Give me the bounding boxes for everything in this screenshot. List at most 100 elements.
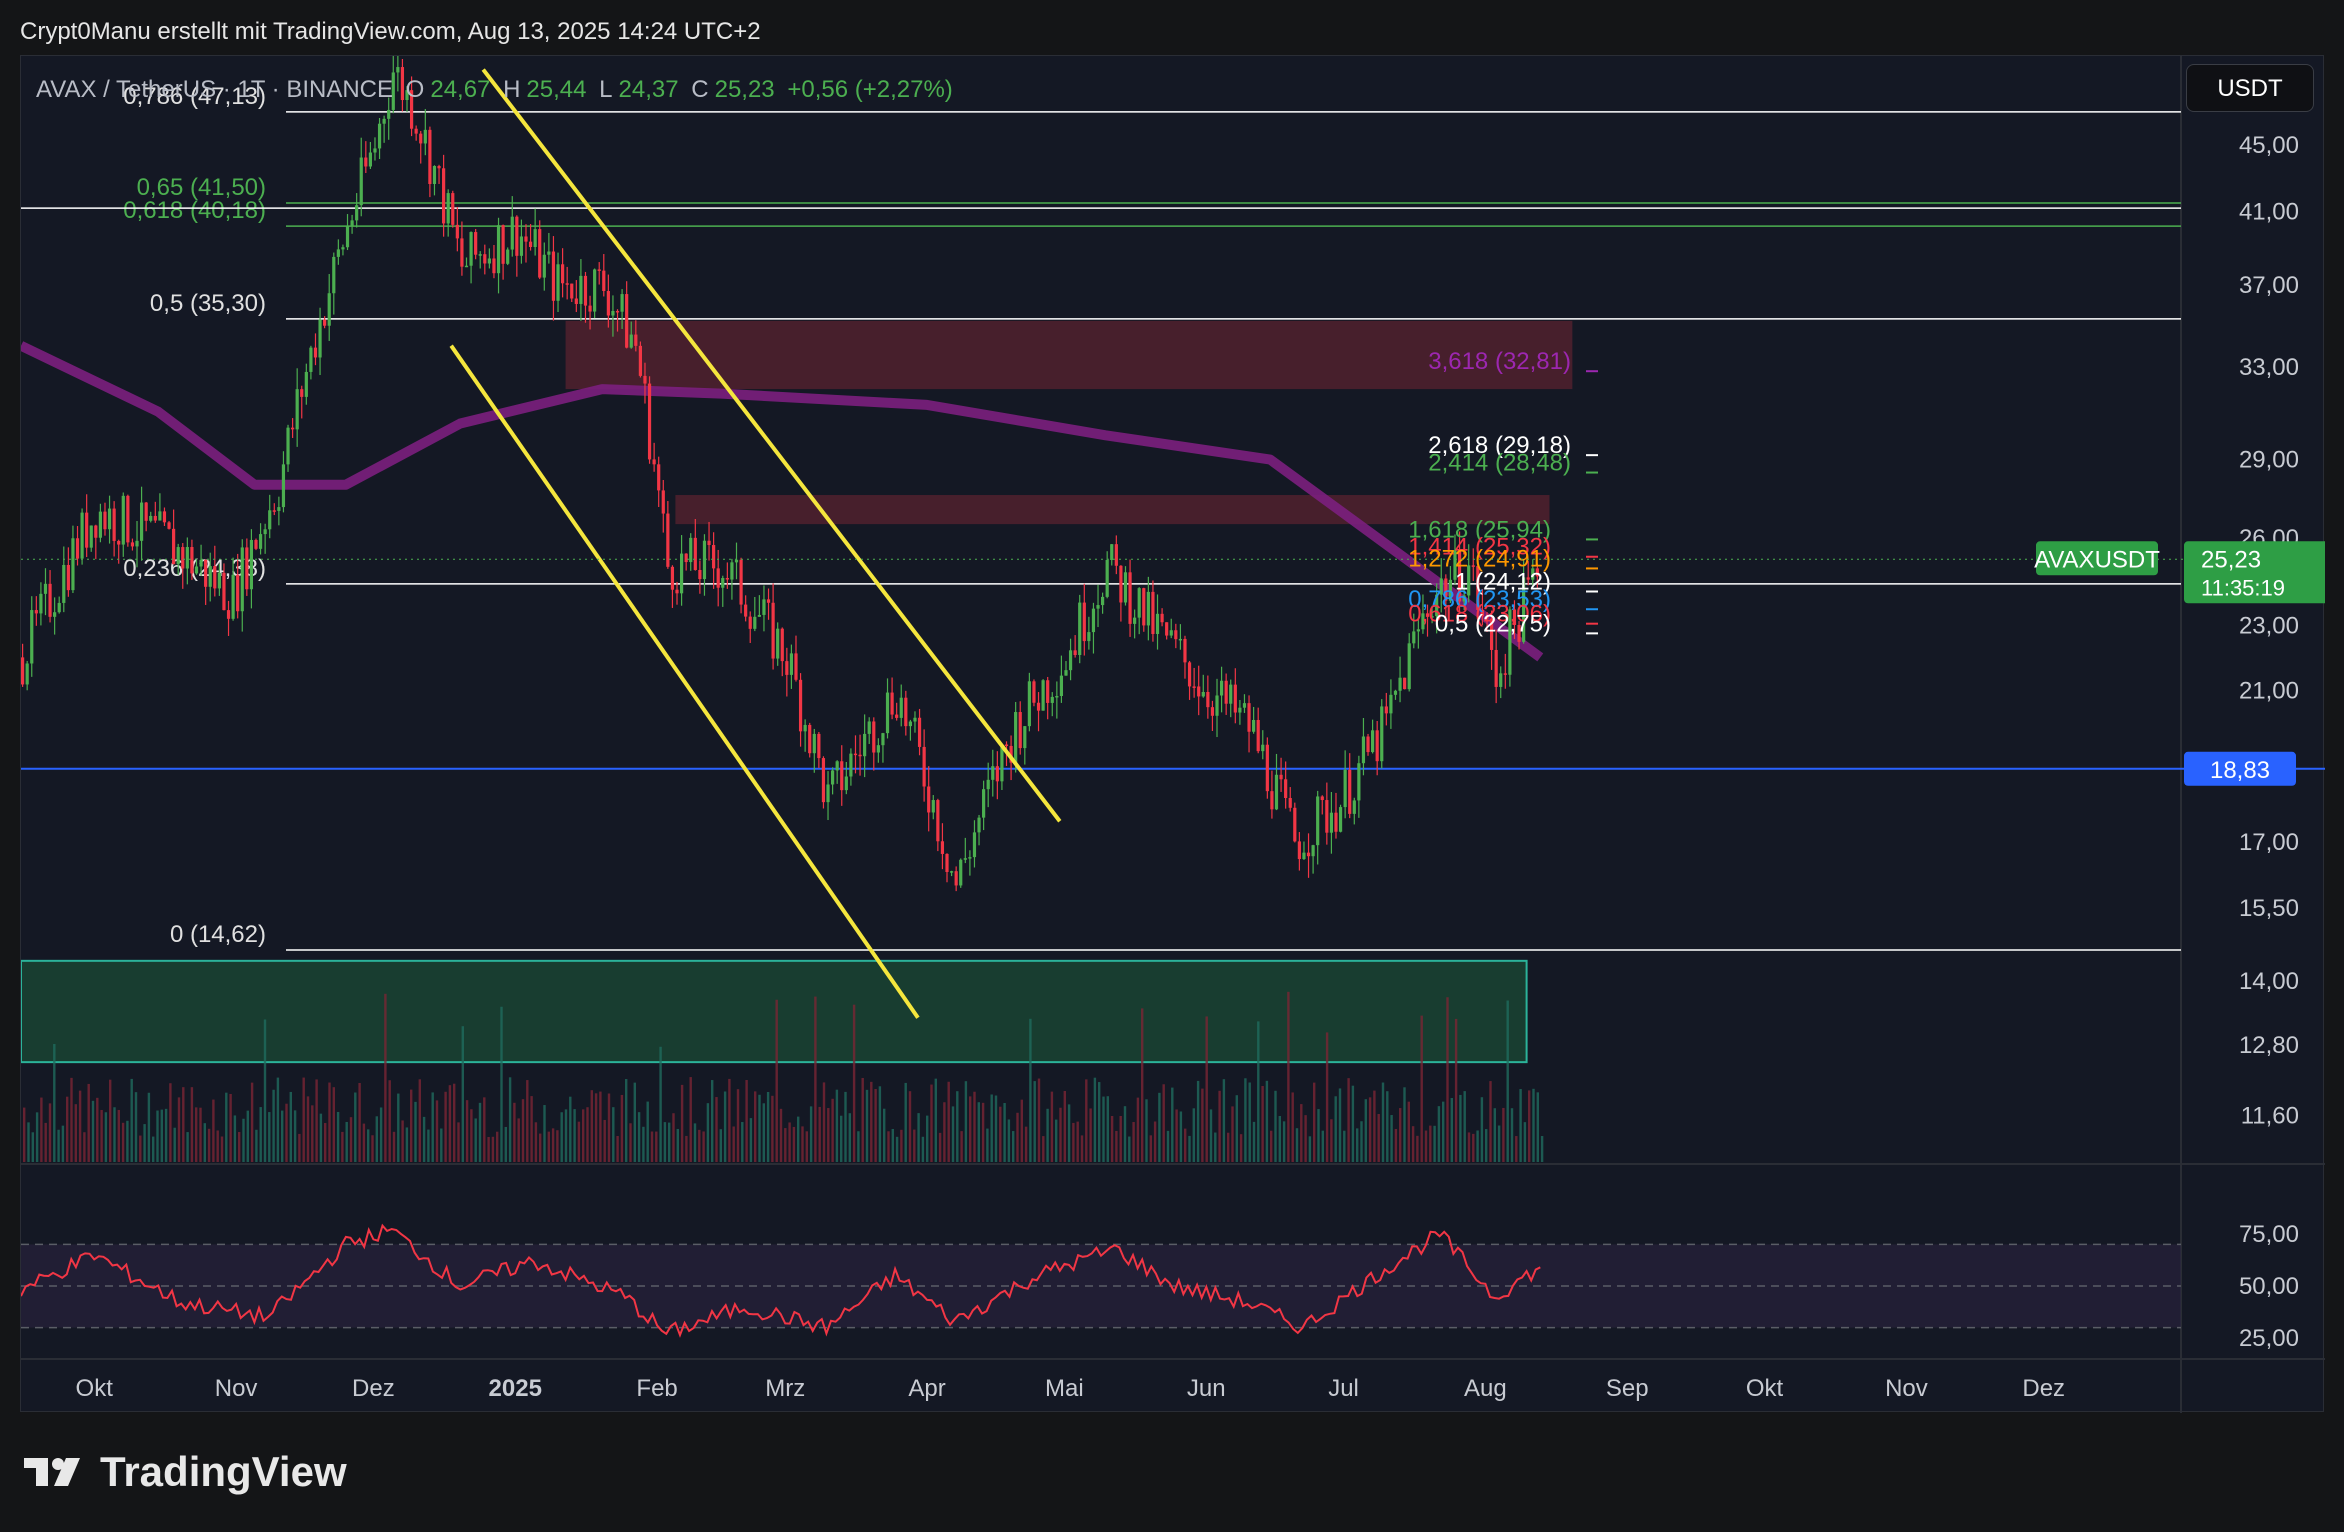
fib-extension-label: 1,414 (25,32) xyxy=(1408,534,1551,561)
candle xyxy=(1174,630,1178,640)
volume-bar xyxy=(478,1102,482,1162)
fib-extension-label: 2,618 (29,18) xyxy=(1428,432,1571,459)
volume-bar xyxy=(448,1085,452,1162)
volume-bar xyxy=(1510,1108,1514,1162)
rsi-tick-label: 50,00 xyxy=(2239,1273,2299,1300)
volume-bar xyxy=(539,1133,542,1162)
candle xyxy=(638,345,642,376)
volume-bar xyxy=(470,1109,473,1162)
candle xyxy=(1325,800,1329,833)
volume-bar xyxy=(457,1122,460,1162)
volume-bar xyxy=(999,1106,1002,1162)
volume-bar xyxy=(358,1082,361,1162)
footer-logo[interactable]: TradingView xyxy=(22,1448,347,1496)
chart-panel[interactable]: 0,786 (47,13) 0,65 (41,50) 0,618 (40,18) 0,… xyxy=(20,55,2325,1413)
price-tick-label: 17,00 xyxy=(2239,829,2299,856)
candle xyxy=(1425,613,1430,617)
volume-bar xyxy=(1055,1119,1058,1162)
volume-bar xyxy=(719,1129,722,1162)
volume-bar xyxy=(96,1097,99,1162)
candle xyxy=(702,540,707,580)
candle xyxy=(547,251,551,255)
candle xyxy=(597,269,601,271)
volume-bar xyxy=(1368,1097,1372,1162)
volume-bar xyxy=(616,1135,619,1162)
volume-bar xyxy=(1162,1084,1165,1162)
volume-bar xyxy=(48,1103,52,1162)
volume-bar xyxy=(40,1097,43,1162)
candle xyxy=(515,216,519,256)
candle xyxy=(1206,692,1210,708)
volume-bar xyxy=(139,1135,142,1162)
candle xyxy=(570,283,574,299)
candle xyxy=(341,247,345,250)
candle xyxy=(817,733,821,759)
candle xyxy=(1032,681,1036,703)
volume-bar xyxy=(1485,1129,1488,1162)
candle xyxy=(85,512,89,548)
candle xyxy=(593,269,597,312)
candle xyxy=(826,784,830,803)
volume-bar xyxy=(143,1124,146,1162)
volume-bar xyxy=(1235,1095,1238,1162)
last-price-tag-bg xyxy=(2184,541,2325,604)
volume-bar xyxy=(1171,1087,1174,1162)
volume-bar xyxy=(1450,1098,1453,1162)
currency-button[interactable]: USDT xyxy=(2186,64,2314,112)
volume-bar xyxy=(1098,1082,1101,1162)
volume-bar xyxy=(1523,1122,1527,1162)
volume-bar xyxy=(1467,1132,1471,1162)
candle xyxy=(345,226,350,248)
volume-bar xyxy=(104,1112,108,1162)
candle xyxy=(991,766,995,780)
chart-svg[interactable]: 0,786 (47,13) 0,65 (41,50)0,618 (40,18) 0,… xyxy=(21,56,2325,1413)
candle xyxy=(1229,684,1233,704)
volume-bar xyxy=(1476,1130,1479,1162)
symbol-name[interactable]: AVAX / TetherUS · 1T · BINANCE xyxy=(36,76,393,103)
volume-bar xyxy=(1067,1104,1071,1162)
candle xyxy=(318,319,322,358)
volume-bar xyxy=(779,1108,783,1162)
volume-bar xyxy=(809,1106,813,1162)
volume-bar xyxy=(1437,1106,1441,1162)
fib-extension-label: 0,786 (23,53) xyxy=(1408,586,1551,613)
high-value: 25,44 xyxy=(526,76,587,103)
volume-bar xyxy=(487,1136,490,1162)
volume-bar xyxy=(1158,1092,1161,1162)
candle xyxy=(240,547,244,612)
candle xyxy=(908,721,912,727)
volume-bar xyxy=(156,1110,159,1162)
candle xyxy=(730,562,734,580)
volume-bar xyxy=(895,1136,899,1162)
candle xyxy=(1169,630,1173,636)
candle xyxy=(556,264,560,301)
time-axis-label: Nov xyxy=(215,1375,258,1402)
volume-bar xyxy=(1506,1000,1509,1162)
volume-bar xyxy=(762,1103,765,1162)
candle xyxy=(945,853,949,873)
candle xyxy=(405,90,409,101)
volume-bar xyxy=(1188,1135,1191,1162)
candle xyxy=(1535,568,1539,577)
time-axis-label: Mrz xyxy=(765,1375,805,1402)
volume-bar xyxy=(164,1108,168,1162)
candle xyxy=(222,572,226,611)
volume-bar xyxy=(1209,1109,1213,1162)
candle xyxy=(1403,677,1407,690)
candle xyxy=(1261,744,1265,752)
candle xyxy=(1522,577,1526,642)
candle xyxy=(794,653,798,680)
volume-bar xyxy=(1274,1090,1277,1162)
candle xyxy=(831,770,835,785)
candle xyxy=(1279,774,1283,780)
candle xyxy=(414,128,418,134)
candle xyxy=(721,578,725,588)
volume-bar xyxy=(496,1131,499,1162)
volume-bar xyxy=(1042,1136,1045,1162)
candle xyxy=(963,858,967,860)
volume-bar xyxy=(784,1128,787,1162)
volume-bar xyxy=(947,1081,950,1162)
volume-bar xyxy=(229,1093,232,1162)
volume-bar xyxy=(981,1102,985,1162)
